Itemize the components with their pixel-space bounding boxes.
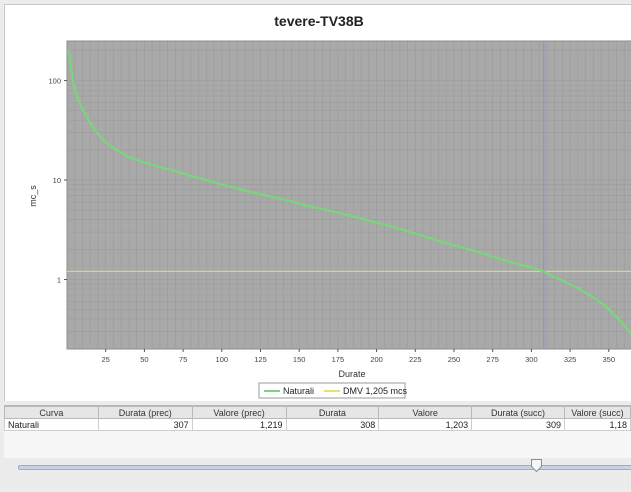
cell-valore: 1,203	[378, 418, 473, 431]
x-tick-label: 100	[216, 355, 229, 364]
x-tick-label: 150	[293, 355, 306, 364]
table-row[interactable]: Naturali 307 1,219 308 1,203 309 1,18	[4, 418, 631, 431]
x-tick-label: 250	[448, 355, 461, 364]
column-header-curva[interactable]: Curva	[4, 406, 99, 419]
cell-durata: 308	[285, 418, 380, 431]
x-tick-label: 225	[409, 355, 422, 364]
y-tick-label: 1	[57, 275, 61, 284]
column-header-durata[interactable]: Durata	[285, 406, 380, 419]
x-tick-label: 275	[486, 355, 499, 364]
duration-curve-chart: tevere-TV38B 25 50 75 100 125 150 175 200 225 250…	[28, 13, 631, 399]
y-tick-label: 10	[53, 176, 61, 185]
chart-panel: tevere-TV38B 25 50 75 100 125 150 175 200 225 250…	[4, 4, 631, 401]
values-table: Curva Durata (prec) Valore (prec) Durata…	[4, 406, 631, 431]
duration-slider[interactable]	[18, 458, 631, 476]
slider-track[interactable]	[18, 465, 631, 470]
cell-valore-prec: 1,219	[191, 418, 287, 431]
cell-durata-prec: 307	[97, 418, 193, 431]
column-header-valore-succ[interactable]: Valore (succ)	[563, 406, 631, 419]
cell-durata-succ: 309	[471, 418, 565, 431]
cell-valore-succ: 1,18	[563, 418, 631, 431]
reference-lines	[67, 41, 631, 349]
x-tick-label: 25	[102, 355, 110, 364]
x-tick-label: 325	[564, 355, 577, 364]
column-header-valore[interactable]: Valore	[378, 406, 473, 419]
x-tick-label: 75	[179, 355, 187, 364]
legend-label-dmv: DMV 1,205 mcs	[343, 386, 408, 396]
x-axis-label: Durate	[338, 369, 365, 379]
table-header-row: Curva Durata (prec) Valore (prec) Durata…	[4, 406, 631, 419]
x-tick-label: 200	[370, 355, 383, 364]
y-tick-label: 100	[48, 77, 61, 86]
column-header-valore-prec[interactable]: Valore (prec)	[191, 406, 287, 419]
series-line-naturali	[67, 49, 631, 336]
x-tick-label: 350	[603, 355, 616, 364]
column-header-durata-prec[interactable]: Durata (prec)	[97, 406, 193, 419]
values-table-panel: Curva Durata (prec) Valore (prec) Durata…	[4, 405, 631, 458]
x-tick-label: 300	[525, 355, 538, 364]
chart-title: tevere-TV38B	[274, 13, 364, 29]
plot-area	[66, 40, 631, 350]
x-tick-label: 50	[140, 355, 148, 364]
x-tick-label: 125	[254, 355, 267, 364]
axis-ticks: 25 50 75 100 125 150 175 200 225 250 275 300 325 350 1…	[48, 77, 615, 364]
x-tick-label: 175	[332, 355, 345, 364]
grid-lines	[67, 41, 631, 349]
y-axis-label: mc_s	[28, 185, 38, 207]
slider-thumb[interactable]	[531, 459, 542, 472]
legend: Naturali DMV 1,205 mcs	[258, 382, 408, 399]
cell-curva: Naturali	[4, 418, 99, 431]
series-lines	[67, 49, 631, 336]
column-header-durata-succ[interactable]: Durata (succ)	[471, 406, 565, 419]
legend-label-naturali: Naturali	[283, 386, 314, 396]
